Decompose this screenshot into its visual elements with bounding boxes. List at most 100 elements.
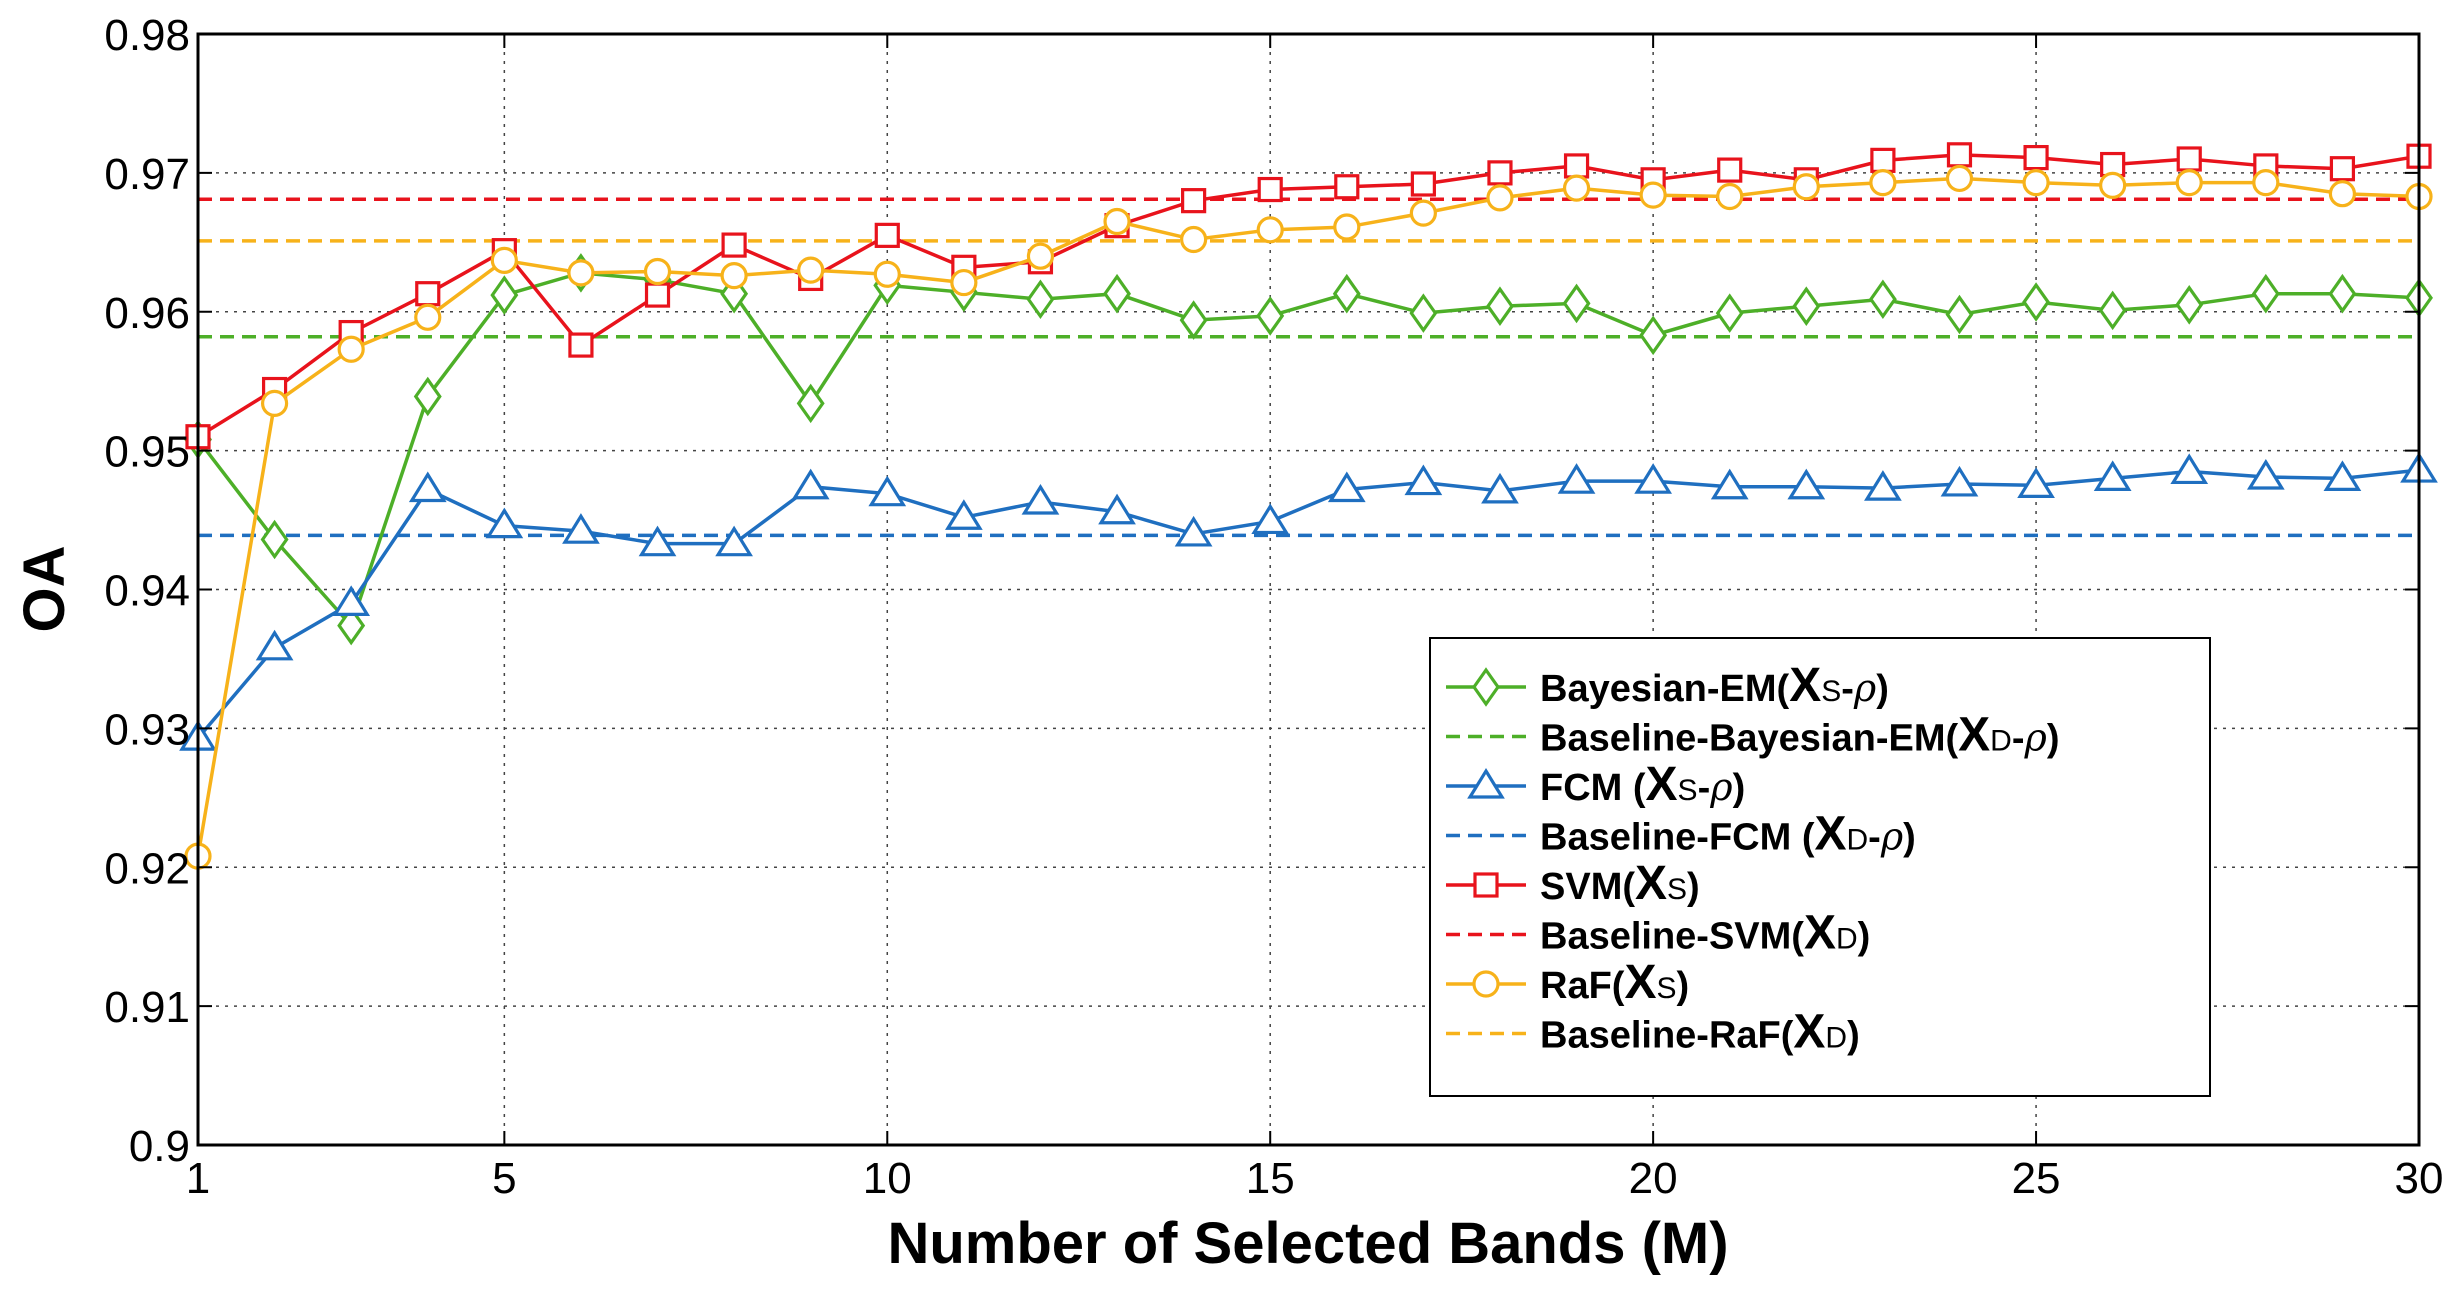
data-point bbox=[2176, 146, 2202, 172]
axis-ticks: 1 5 10 15 20 25 300.90.910.920.930.940.950.960… bbox=[104, 11, 2443, 1203]
data-point bbox=[944, 499, 983, 530]
series-layer bbox=[179, 142, 2438, 870]
data-point bbox=[490, 275, 519, 315]
x-tick-label: 30 bbox=[2395, 1154, 2444, 1203]
data-point bbox=[408, 471, 447, 503]
data-point bbox=[567, 259, 595, 287]
y-tick-label: 0.9 bbox=[129, 1122, 190, 1171]
series-svm bbox=[185, 142, 2432, 450]
x-tick-label: 5 bbox=[492, 1154, 516, 1203]
data-point bbox=[1481, 472, 1519, 504]
data-point bbox=[255, 629, 294, 661]
data-point bbox=[1945, 164, 1974, 193]
data-point bbox=[1562, 283, 1591, 324]
data-point bbox=[2022, 168, 2050, 197]
legend-label: RaF(XS) bbox=[1540, 956, 1689, 1009]
data-point bbox=[1333, 213, 1361, 241]
data-point bbox=[2329, 156, 2356, 182]
series-line bbox=[196, 468, 2420, 740]
data-point bbox=[1026, 279, 1055, 320]
legend-label: Baseline-FCM (XD-ρ) bbox=[1540, 808, 1916, 861]
data-point bbox=[2328, 273, 2357, 314]
legend-item: Baseline-FCM (XD-ρ) bbox=[1446, 808, 1916, 861]
legend-label: Bayesian-EM(XS-ρ) bbox=[1540, 659, 1889, 712]
data-point bbox=[1180, 225, 1208, 254]
y-axis-label: OA bbox=[12, 546, 77, 633]
y-tick-label: 0.97 bbox=[104, 150, 190, 199]
data-point bbox=[1334, 174, 1360, 200]
data-point bbox=[1563, 153, 1590, 179]
x-axis-label: Number of Selected Bands (M) bbox=[887, 1211, 1728, 1276]
legend-marker bbox=[1472, 667, 1500, 707]
legend-item: Baseline-Bayesian-EM(XD-ρ) bbox=[1446, 709, 2060, 762]
data-point bbox=[2175, 168, 2203, 197]
data-point bbox=[1869, 168, 1897, 197]
data-point bbox=[1098, 493, 1136, 525]
data-point bbox=[2246, 458, 2285, 490]
data-point bbox=[1557, 463, 1596, 494]
data-point bbox=[2175, 285, 2204, 325]
x-tick-label: 25 bbox=[2012, 1154, 2061, 1203]
data-point bbox=[337, 335, 365, 363]
data-point bbox=[1404, 464, 1443, 496]
x-tick-label: 1 bbox=[186, 1154, 210, 1203]
data-point bbox=[562, 513, 600, 544]
data-point bbox=[1864, 470, 1902, 501]
data-point bbox=[1174, 515, 1213, 547]
data-point bbox=[1787, 468, 1826, 500]
y-tick-label: 0.93 bbox=[104, 705, 190, 754]
legend-item: Bayesian-EM(XS-ρ) bbox=[1446, 659, 1889, 712]
data-point bbox=[2251, 273, 2280, 314]
data-point bbox=[1870, 147, 1896, 173]
data-point bbox=[791, 468, 830, 500]
data-point bbox=[1486, 286, 1514, 326]
data-point bbox=[260, 519, 289, 560]
data-point bbox=[1716, 182, 1744, 211]
legend-label: Baseline-RaF(XD) bbox=[1540, 1006, 1860, 1059]
data-point bbox=[1946, 142, 1973, 168]
data-point bbox=[332, 585, 371, 616]
data-point bbox=[413, 376, 442, 417]
data-point bbox=[1179, 300, 1208, 340]
data-point bbox=[1256, 216, 1284, 244]
data-point bbox=[1634, 463, 1673, 494]
data-point bbox=[874, 222, 900, 248]
legend-label: Baseline-SVM(XD) bbox=[1540, 907, 1870, 960]
data-point bbox=[1021, 483, 1060, 515]
data-point bbox=[643, 257, 672, 286]
data-point bbox=[1257, 176, 1283, 203]
data-point bbox=[414, 303, 442, 331]
data-point bbox=[1181, 188, 1207, 214]
legend: Bayesian-EM(XS-ρ)Baseline-Bayesian-EM(XD… bbox=[1429, 637, 2211, 1097]
data-point bbox=[1868, 279, 1897, 320]
legend-marker bbox=[1473, 872, 1499, 898]
data-point bbox=[2323, 460, 2362, 491]
data-point bbox=[2098, 290, 2127, 331]
data-point bbox=[1717, 157, 1743, 183]
data-point bbox=[873, 260, 901, 288]
data-point bbox=[1327, 471, 1366, 503]
data-point bbox=[720, 262, 748, 290]
data-point bbox=[337, 605, 366, 646]
data-point bbox=[1256, 296, 1285, 336]
data-point bbox=[1792, 286, 1821, 326]
data-point bbox=[2099, 171, 2127, 199]
x-tick-label: 15 bbox=[1246, 1154, 1295, 1203]
data-point bbox=[1715, 293, 1744, 333]
data-point bbox=[1639, 181, 1667, 209]
y-tick-label: 0.91 bbox=[104, 983, 190, 1032]
data-point bbox=[490, 246, 518, 274]
data-point bbox=[1410, 171, 1436, 197]
legend-label: Baseline-Bayesian-EM(XD-ρ) bbox=[1540, 709, 2060, 762]
series-fcm bbox=[179, 452, 2438, 751]
data-point bbox=[2328, 180, 2357, 208]
data-point bbox=[1792, 173, 1820, 201]
data-point bbox=[2017, 467, 2055, 498]
data-point bbox=[1409, 199, 1437, 227]
data-point bbox=[1940, 465, 1979, 497]
data-point bbox=[1710, 468, 1749, 500]
y-tick-label: 0.95 bbox=[104, 428, 190, 477]
data-point bbox=[1639, 315, 1668, 356]
data-point bbox=[797, 256, 825, 284]
